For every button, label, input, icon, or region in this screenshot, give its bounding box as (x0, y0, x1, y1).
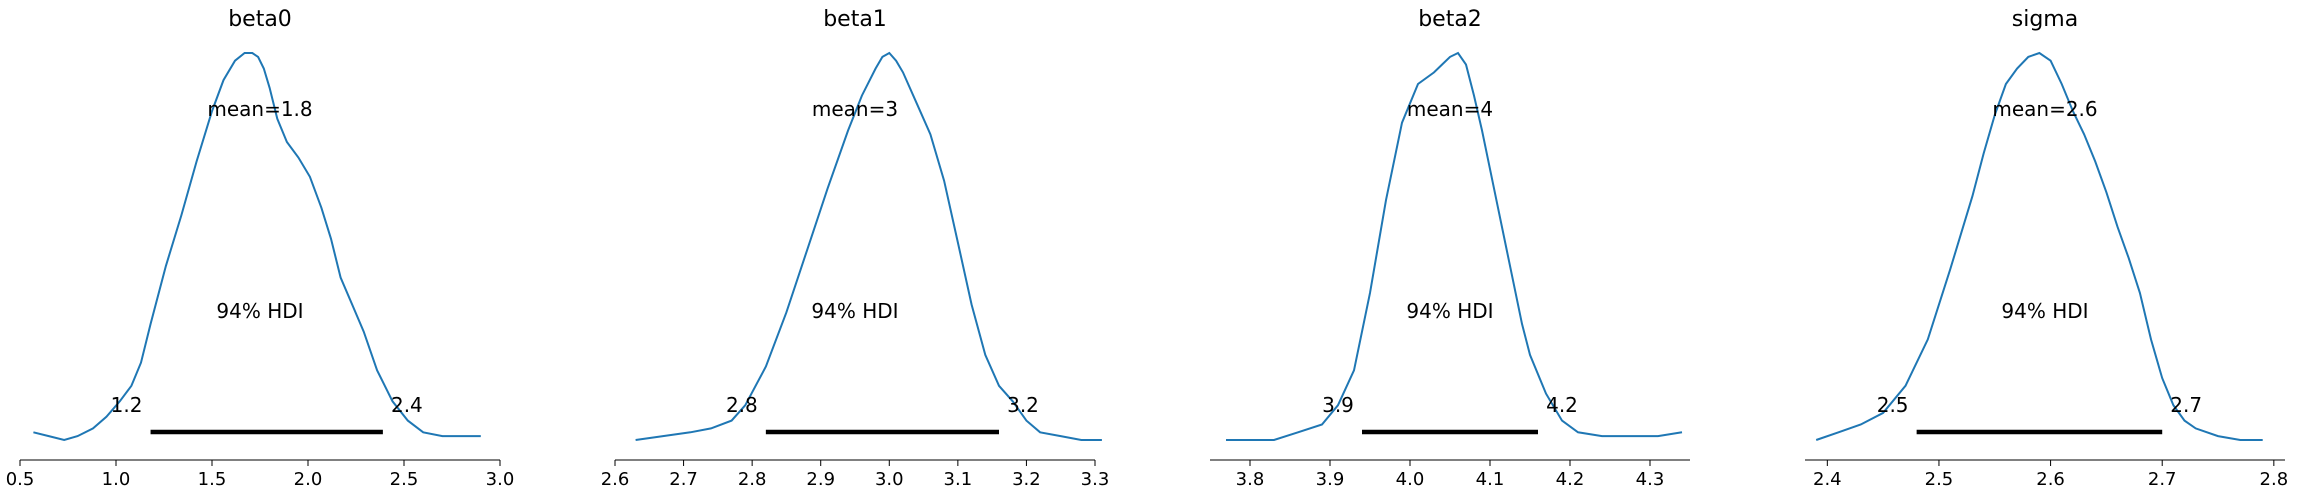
hdi-label: 94% HDI (216, 299, 303, 323)
panel-title: beta1 (823, 7, 887, 32)
x-tick-label: 3.9 (1316, 469, 1345, 490)
x-tick-label: 2.9 (806, 469, 835, 490)
x-tick-label: 2.5 (390, 469, 419, 490)
x-tick-label: 3.0 (875, 469, 904, 490)
x-tick-label: 4.1 (1476, 469, 1505, 490)
hdi-label: 94% HDI (1406, 299, 1493, 323)
x-tick-label: 3.3 (1081, 469, 1110, 490)
x-tick-label: 2.7 (2148, 469, 2177, 490)
x-tick-label: 4.3 (1636, 469, 1665, 490)
x-tick-label: 3.1 (944, 469, 973, 490)
panel-title: beta2 (1418, 7, 1482, 32)
x-tick-label: 2.5 (1925, 469, 1954, 490)
x-tick-label: 1.5 (198, 469, 227, 490)
x-tick-label: 2.8 (738, 469, 767, 490)
density-curve (1815, 51, 2263, 441)
hdi-label: 94% HDI (2001, 299, 2088, 323)
x-tick-label: 0.5 (6, 469, 35, 490)
x-tick-label: 2.6 (2036, 469, 2065, 490)
hdi-high-label: 4.2 (1546, 393, 1578, 417)
panel-title: sigma (2012, 7, 2078, 32)
x-tick-label: 2.4 (1813, 469, 1842, 490)
hdi-low-label: 1.2 (111, 393, 143, 417)
x-tick-label: 3.0 (486, 469, 515, 490)
panel-beta0: beta0 mean=1.8 94% HDI 1.2 2.4 0.5 1.0 1.5 2.0 2.… (6, 7, 515, 490)
x-tick-label: 2.8 (2260, 469, 2289, 490)
panel-beta2: beta2 mean=4 94% HDI 3.9 4.2 3.8 3.9 4.0 4.1 4.2 4… (1210, 7, 1690, 490)
x-tick-label: 4.2 (1556, 469, 1585, 490)
x-tick-label: 3.2 (1012, 469, 1041, 490)
hdi-high-label: 2.4 (391, 393, 423, 417)
panel-beta1: beta1 mean=3 94% HDI 2.8 3.2 2.6 2.7 2.8 2.9 3.0 3… (601, 7, 1110, 490)
density-curve (635, 51, 1102, 441)
panel-sigma: sigma mean=2.6 94% HDI 2.5 2.7 2.4 2.5 2.6 2.7 2.… (1805, 7, 2288, 490)
density-curve (1226, 51, 1683, 441)
mean-label: mean=1.8 (207, 97, 312, 121)
x-tick-label: 3.8 (1236, 469, 1265, 490)
x-tick-label: 2.6 (601, 469, 630, 490)
x-tick-label: 4.0 (1396, 469, 1425, 490)
mean-label: mean=2.6 (1992, 97, 2097, 121)
x-tick-label: 2.0 (294, 469, 323, 490)
x-tick-label: 2.7 (669, 469, 698, 490)
panel-title: beta0 (228, 7, 292, 32)
mean-label: mean=3 (812, 97, 898, 121)
density-curve (33, 52, 481, 442)
x-tick-label: 1.0 (102, 469, 131, 490)
mean-label: mean=4 (1407, 97, 1493, 121)
hdi-high-label: 3.2 (1007, 393, 1039, 417)
hdi-high-label: 2.7 (2170, 393, 2202, 417)
hdi-low-label: 3.9 (1322, 393, 1354, 417)
hdi-label: 94% HDI (811, 299, 898, 323)
hdi-low-label: 2.5 (1877, 393, 1909, 417)
hdi-low-label: 2.8 (726, 393, 758, 417)
